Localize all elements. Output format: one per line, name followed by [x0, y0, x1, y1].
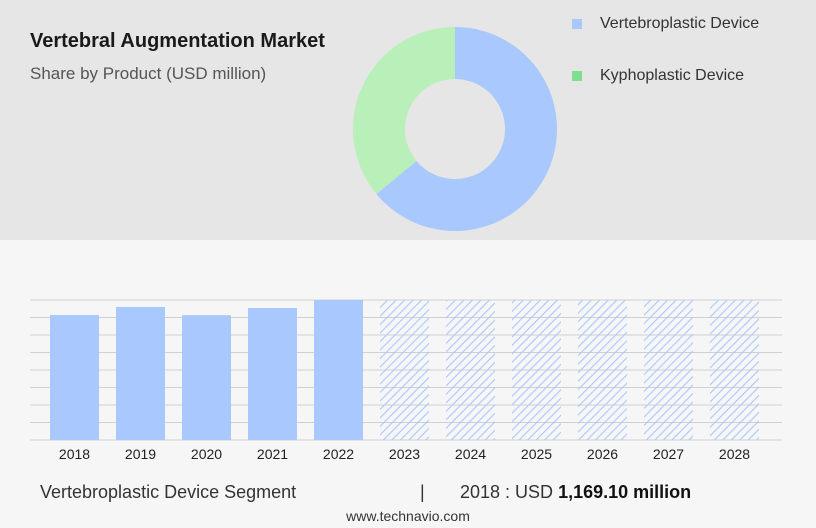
bar-2021	[248, 308, 297, 440]
bar-chart: 2018 2019 2020 2021 2022 2023 2024 2025 2026 2027…	[30, 299, 782, 462]
x-tick-2028: 2028	[719, 446, 750, 462]
donut-slice-kyphoplastic-device	[353, 27, 455, 195]
x-tick-2025: 2025	[521, 446, 552, 462]
forecast-bar-2025	[512, 300, 561, 440]
legend-label-kyphoplastic: Kyphoplastic Device	[600, 67, 745, 84]
x-tick-2022: 2022	[323, 446, 354, 462]
x-tick-2019: 2019	[125, 446, 156, 462]
legend-swatch-vertebroplastic	[572, 19, 582, 29]
x-tick-2021: 2021	[257, 446, 288, 462]
x-tick-2024: 2024	[455, 446, 486, 462]
donut-slice-vertebroplastic-device	[376, 27, 557, 232]
legend-item-kyphoplastic: Kyphoplastic Device	[572, 66, 759, 86]
chart-subtitle: Share by Product (USD million)	[30, 64, 267, 83]
x-tick-2020: 2020	[191, 446, 222, 462]
donut-chart	[353, 27, 557, 232]
bar-2018	[50, 315, 99, 440]
stat-value: 1,169.10 million	[558, 482, 692, 502]
forecast-bar-2028	[710, 300, 759, 440]
bar-2022	[314, 300, 363, 440]
legend-swatch-kyphoplastic	[572, 71, 582, 81]
x-tick-2027: 2027	[653, 446, 684, 462]
x-tick-2018: 2018	[59, 446, 90, 462]
segment-name: Vertebroplastic Device Segment	[40, 482, 297, 502]
chart-title: Vertebral Augmentation Market	[30, 30, 325, 52]
footer: Vertebroplastic Device Segment | 2018 : …	[40, 482, 780, 506]
x-tick-2023: 2023	[389, 446, 420, 462]
x-tick-2026: 2026	[587, 446, 618, 462]
forecast-bar-2024	[446, 300, 495, 440]
legend: Vertebroplastic Device Kyphoplastic Devi…	[572, 14, 759, 118]
source-link[interactable]: www.technavio.com	[346, 508, 470, 524]
bar-2019	[116, 306, 165, 440]
legend-label-vertebroplastic: Vertebroplastic Device	[600, 15, 760, 32]
bar-2020	[182, 315, 231, 440]
forecast-bar-2026	[578, 300, 627, 440]
footer-divider: |	[420, 482, 425, 502]
forecast-bar-2027	[644, 300, 693, 440]
stat-label: 2018 : USD	[460, 482, 554, 502]
forecast-bar-2023	[380, 300, 429, 440]
segment-stat: 2018 : USD 1,169.10 million	[460, 482, 691, 503]
legend-item-vertebroplastic: Vertebroplastic Device	[572, 14, 759, 34]
